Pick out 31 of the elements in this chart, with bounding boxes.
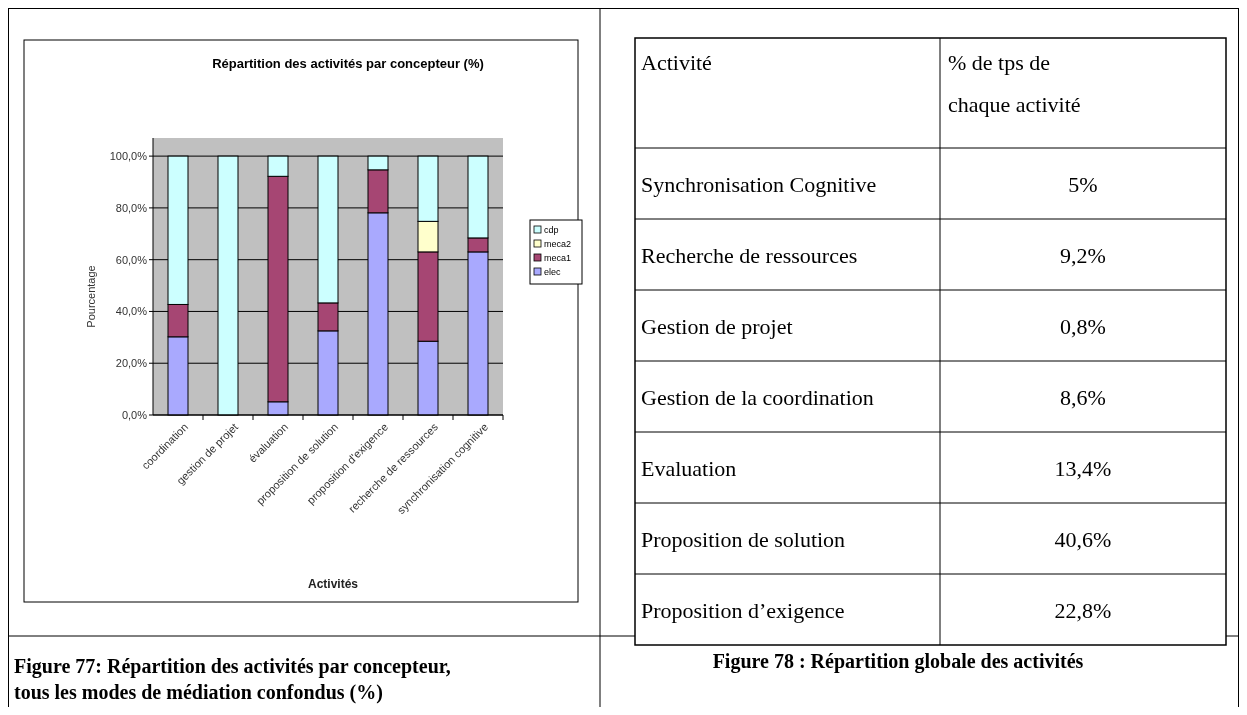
text: 5% — [1068, 172, 1098, 197]
y-tick-label: 100,0% — [109, 149, 148, 162]
y-tick-label: 80,0% — [115, 201, 148, 214]
chart-title: Répartition des activités par concepteur (%) — [212, 56, 484, 71]
text: 8,6% — [1060, 385, 1106, 410]
legend-label: meca1 — [544, 253, 572, 264]
caption: Figure 77: Répartition des activités par concepteur, tous les modes de médiation confondus (%) — [14, 655, 451, 704]
y-tick-label: 60,0% — [115, 253, 148, 266]
y-tick-label: 40,0% — [115, 305, 148, 318]
category-label: Proposition d’exigence — [641, 598, 845, 623]
legend-label: cdp — [544, 225, 559, 236]
text: 0,8% — [1060, 314, 1106, 339]
category-label: Proposition de solution — [641, 527, 846, 552]
category-label: Synchronisation Cognitive — [641, 172, 877, 197]
text: % de tps de chaque activité — [948, 50, 1081, 117]
text: Activité — [641, 50, 712, 75]
category-label: Gestion de projet — [641, 314, 793, 339]
y-axis-title: Pourcentage — [85, 265, 97, 328]
category-label: Gestion de la coordination — [641, 385, 874, 410]
legend-label: elec — [544, 267, 562, 278]
text: 22,8% — [1054, 598, 1112, 623]
x-axis-title: Activités — [307, 577, 359, 591]
y-tick-label: 0,0% — [121, 408, 148, 421]
text: 40,6% — [1054, 527, 1112, 552]
text: Figure 78 : Répartition globale des activités — [712, 650, 1084, 673]
text: 13,4% — [1054, 456, 1112, 481]
text: 9,2% — [1060, 243, 1106, 268]
category-label: Recherche de ressources — [641, 243, 858, 268]
category-label: Evaluation — [641, 456, 737, 481]
y-tick-label: 20,0% — [115, 357, 148, 370]
legend-label: meca2 — [544, 239, 572, 250]
